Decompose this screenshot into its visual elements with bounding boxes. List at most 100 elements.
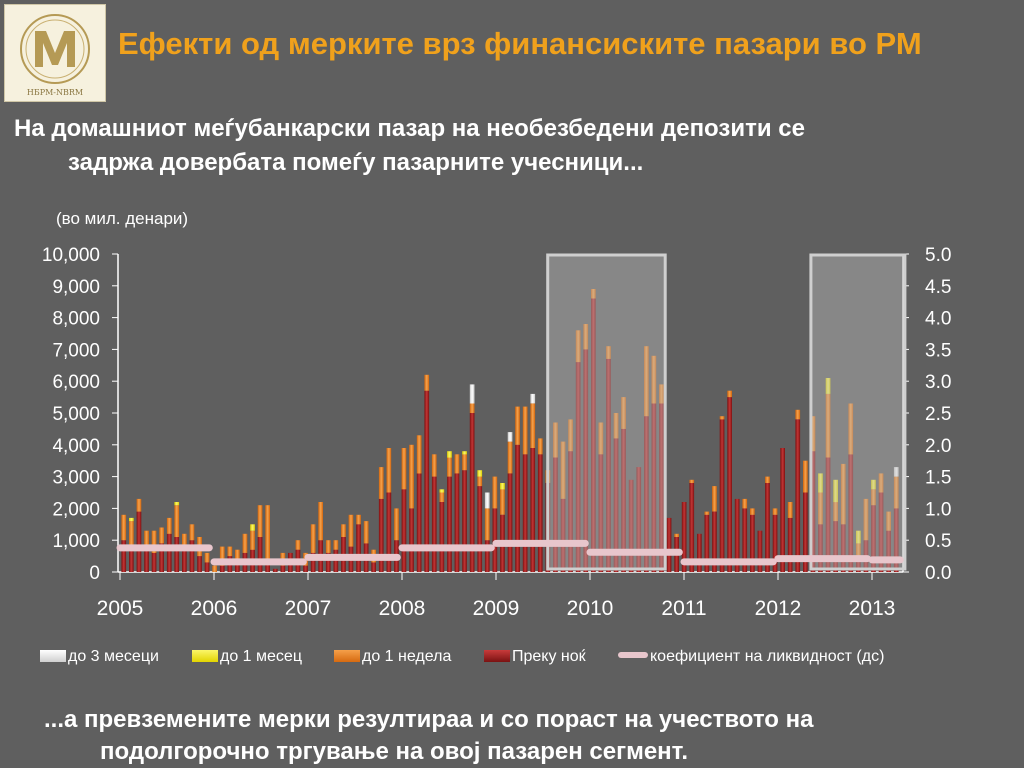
bar-on: [166, 533, 172, 572]
bar-w1: [227, 546, 233, 557]
y-tick-label: 2,000: [52, 499, 100, 520]
x-tick-label: 2012: [755, 597, 802, 620]
bar-w1: [318, 502, 323, 541]
bar-w1: [439, 492, 445, 502]
bar-w1: [750, 508, 755, 515]
bar-w1: [719, 416, 725, 420]
bar-w1: [295, 540, 301, 550]
bar-on: [644, 416, 649, 572]
y2-tick-label: 3.0: [925, 372, 951, 393]
bar-w1: [689, 479, 695, 483]
y-tick-label: 10,000: [42, 245, 100, 266]
x-tick-label: 2005: [97, 597, 144, 620]
bar-w1: [265, 505, 270, 563]
x-tick-label: 2010: [567, 597, 614, 620]
bar-w1: [431, 454, 437, 477]
bar-on: [689, 483, 695, 572]
y2-tick-label: 2.0: [925, 436, 951, 457]
legend-item-1-month: до 1 месец: [192, 648, 302, 666]
bar-m1: [825, 378, 831, 394]
bar-m3: [507, 432, 513, 442]
bar-on: [182, 549, 187, 572]
bar-on: [401, 489, 407, 572]
x-tick-label: 2009: [473, 597, 520, 620]
bar-w1: [856, 543, 861, 557]
bar-on: [136, 511, 142, 572]
y-tick-label: 7,000: [52, 340, 100, 361]
bar-on: [727, 397, 732, 572]
bar-w1: [484, 508, 490, 541]
bar-w1: [644, 346, 649, 417]
x-tick-label: 2007: [285, 597, 332, 620]
interbank-market-chart: 0 1,000 2,000 3,000 4,000 5,000 6,000 7,000 8,00…: [42, 209, 952, 620]
bar-m1: [871, 479, 876, 490]
bar-m1: [477, 470, 483, 477]
bar-on: [795, 419, 801, 572]
legend-swatch-icon: [40, 650, 66, 662]
bar-w1: [356, 514, 361, 525]
y2-tick-label: 2.5: [925, 404, 951, 425]
bar-on: [151, 552, 157, 572]
bar-on: [666, 517, 672, 572]
bar-on: [856, 556, 861, 572]
bar-on: [477, 486, 483, 572]
bar-w1: [386, 448, 392, 493]
bar-on: [787, 517, 793, 572]
bar-w1: [136, 498, 142, 512]
bar-on: [568, 451, 573, 572]
y2-tick-label: 1.5: [925, 468, 951, 489]
subtitle: На домашниот меѓубанкарски пазар на необ…: [14, 112, 1014, 180]
bar-on: [431, 476, 437, 572]
y-tick-label: 5,000: [52, 404, 100, 425]
bar-on: [447, 476, 452, 572]
bar-w1: [416, 435, 422, 474]
bar-w1: [492, 476, 498, 509]
bar-on: [439, 502, 445, 572]
bar-on: [371, 562, 376, 572]
bar-w1: [560, 441, 566, 499]
bar-on: [484, 540, 490, 572]
bar-m1: [818, 473, 823, 493]
bar-on: [409, 508, 414, 572]
legend-swatch-icon: [334, 650, 360, 662]
bar-on: [697, 533, 702, 572]
y-tick-label: 0: [89, 563, 100, 584]
bar-on: [129, 546, 134, 572]
bar-on: [197, 556, 202, 572]
bar-w1: [651, 355, 657, 404]
bar-on: [742, 508, 748, 572]
bar-w1: [477, 476, 483, 487]
bar-w1: [712, 486, 717, 512]
bar-w1: [598, 422, 604, 455]
bar-on: [189, 540, 195, 572]
legend-swatch-icon: [484, 650, 510, 662]
bar-m1: [500, 483, 505, 490]
bar-on: [265, 562, 270, 572]
legend-item-liquidity-ratio: коефициент на ликвидност (дс): [618, 648, 884, 666]
bar-w1: [840, 463, 846, 525]
bar-on: [356, 524, 361, 572]
bar-on: [235, 559, 240, 572]
legend-item-3-months: до 3 месеци: [40, 648, 159, 666]
bar-on: [416, 473, 422, 572]
bar-m3: [484, 492, 490, 509]
footer-note-line-2: подолгорочно тргување на овој пазарен се…: [100, 738, 688, 765]
bar-m3: [893, 467, 899, 477]
bar-w1: [871, 489, 876, 506]
bar-w1: [144, 530, 149, 550]
bar-on: [424, 390, 430, 572]
bar-w1: [591, 289, 596, 299]
bar-on: [825, 457, 831, 572]
bar-on: [303, 565, 308, 572]
bar-on: [606, 358, 611, 572]
bar-w1: [893, 476, 899, 509]
legend-swatch-icon: [192, 650, 218, 662]
bar-w1: [462, 454, 467, 471]
bar-w1: [613, 413, 619, 439]
bar-on: [598, 454, 604, 572]
bar-on: [871, 505, 876, 572]
bar-w1: [409, 444, 414, 509]
bar-w1: [530, 403, 536, 448]
bar-on: [219, 565, 225, 572]
bar-w1: [833, 502, 838, 522]
